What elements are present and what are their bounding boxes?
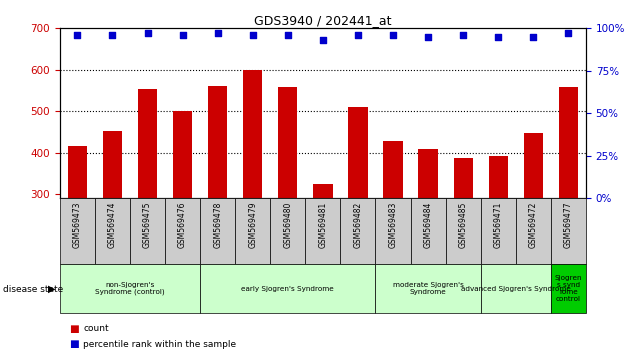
Point: [493, 34, 503, 40]
Bar: [130, 198, 165, 264]
Text: GSM569482: GSM569482: [353, 201, 362, 248]
Bar: [138, 89, 157, 198]
Bar: [481, 264, 551, 313]
Text: ■: ■: [69, 324, 79, 333]
Bar: [95, 198, 130, 264]
Bar: [270, 198, 306, 264]
Bar: [60, 198, 95, 264]
Text: non-Sjogren's
Syndrome (control): non-Sjogren's Syndrome (control): [95, 282, 165, 295]
Point: [212, 30, 222, 36]
Bar: [200, 264, 375, 313]
Point: [353, 32, 363, 38]
Point: [283, 32, 293, 38]
Text: GSM569475: GSM569475: [143, 201, 152, 248]
Text: GSM569484: GSM569484: [423, 201, 433, 248]
Text: percentile rank within the sample: percentile rank within the sample: [83, 339, 236, 349]
Text: early Sjogren's Syndrome: early Sjogren's Syndrome: [241, 286, 334, 291]
Bar: [559, 87, 578, 198]
Text: GSM569476: GSM569476: [178, 201, 187, 248]
Bar: [348, 107, 367, 198]
Point: [72, 32, 83, 38]
Bar: [60, 264, 200, 313]
Bar: [103, 131, 122, 198]
Bar: [208, 86, 227, 198]
Bar: [340, 198, 375, 264]
Text: GSM569472: GSM569472: [529, 201, 538, 248]
Bar: [375, 264, 481, 313]
Bar: [68, 147, 87, 198]
Text: GSM569480: GSM569480: [284, 201, 292, 248]
Point: [107, 32, 117, 38]
Bar: [516, 198, 551, 264]
Bar: [551, 264, 586, 313]
Bar: [411, 198, 445, 264]
Text: GSM569479: GSM569479: [248, 201, 257, 248]
Bar: [384, 141, 403, 198]
Text: ▶: ▶: [48, 284, 55, 294]
Bar: [454, 158, 472, 198]
Point: [528, 34, 538, 40]
Bar: [278, 87, 297, 198]
Text: GSM569483: GSM569483: [389, 201, 398, 248]
Text: GSM569477: GSM569477: [564, 201, 573, 248]
Point: [248, 32, 258, 38]
Point: [318, 38, 328, 43]
Bar: [445, 198, 481, 264]
Point: [178, 32, 188, 38]
Text: Sjogren
s synd
rome
control: Sjogren s synd rome control: [554, 275, 582, 302]
Bar: [243, 70, 262, 198]
Bar: [313, 184, 333, 198]
Text: advanced Sjogren's Syndrome: advanced Sjogren's Syndrome: [461, 286, 571, 291]
Text: moderate Sjogren's
Syndrome: moderate Sjogren's Syndrome: [392, 282, 464, 295]
Point: [388, 32, 398, 38]
Bar: [418, 149, 438, 198]
Bar: [489, 155, 508, 198]
Bar: [551, 198, 586, 264]
Point: [142, 30, 152, 36]
Text: GSM569473: GSM569473: [73, 201, 82, 248]
Bar: [173, 111, 192, 198]
Text: GSM569478: GSM569478: [213, 201, 222, 248]
Text: disease state: disease state: [3, 285, 64, 294]
Point: [458, 32, 468, 38]
Text: GSM569485: GSM569485: [459, 201, 467, 248]
Point: [423, 34, 433, 40]
Text: ■: ■: [69, 339, 79, 349]
Title: GDS3940 / 202441_at: GDS3940 / 202441_at: [254, 14, 392, 27]
Bar: [235, 198, 270, 264]
Point: [563, 30, 573, 36]
Text: GSM569481: GSM569481: [318, 201, 328, 248]
Text: GSM569474: GSM569474: [108, 201, 117, 248]
Bar: [375, 198, 411, 264]
Bar: [165, 198, 200, 264]
Text: count: count: [83, 324, 109, 333]
Bar: [306, 198, 340, 264]
Bar: [524, 133, 543, 198]
Bar: [200, 198, 235, 264]
Text: GSM569471: GSM569471: [494, 201, 503, 248]
Bar: [481, 198, 516, 264]
